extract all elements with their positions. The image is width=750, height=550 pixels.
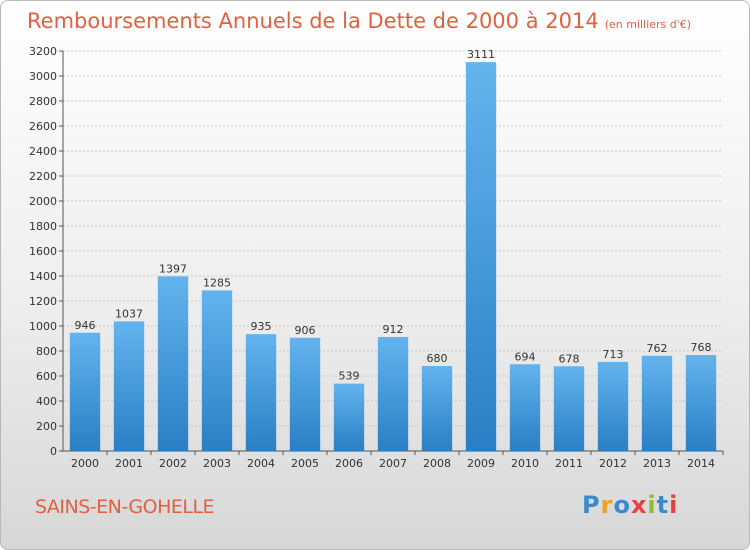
bar xyxy=(685,355,717,451)
logo-letter: i xyxy=(647,491,657,519)
x-tick-label: 2011 xyxy=(555,457,583,470)
logo-letter: r xyxy=(600,491,614,519)
proxiti-logo: Proxiti xyxy=(582,491,678,519)
x-tick-label: 2007 xyxy=(379,457,407,470)
y-tick-label: 600 xyxy=(36,370,57,383)
bar-value-label: 680 xyxy=(427,352,448,365)
bar xyxy=(377,337,409,451)
bar xyxy=(201,290,233,451)
bar-value-label: 762 xyxy=(647,342,668,355)
bar-value-label: 1397 xyxy=(159,262,187,275)
y-tick-label: 1800 xyxy=(29,220,57,233)
bar xyxy=(333,383,365,451)
y-tick-label: 0 xyxy=(50,445,57,458)
bar xyxy=(421,366,453,451)
y-tick-label: 2400 xyxy=(29,145,57,158)
y-tick-label: 3000 xyxy=(29,70,57,83)
y-tick-label: 200 xyxy=(36,420,57,433)
x-tick-label: 2014 xyxy=(687,457,715,470)
bar-value-label: 539 xyxy=(339,370,360,383)
y-tick-label: 1400 xyxy=(29,270,57,283)
logo-letter: i xyxy=(669,491,679,519)
y-tick-label: 1600 xyxy=(29,245,57,258)
logo-letter: x xyxy=(630,491,648,519)
bar xyxy=(553,366,585,451)
chart-title: Remboursements Annuels de la Dette de 20… xyxy=(27,9,691,33)
bar-value-label: 678 xyxy=(559,352,580,365)
y-tick-label: 2200 xyxy=(29,170,57,183)
bar-value-label: 713 xyxy=(603,348,624,361)
x-tick-label: 2012 xyxy=(599,457,627,470)
bar-value-label: 1037 xyxy=(115,307,143,320)
x-tick-label: 2013 xyxy=(643,457,671,470)
city-name: SAINS-EN-GOHELLE xyxy=(35,496,215,518)
bar xyxy=(465,62,497,451)
bar-value-label: 1285 xyxy=(203,276,231,289)
x-tick-label: 2003 xyxy=(203,457,231,470)
bar-value-label: 906 xyxy=(295,324,316,337)
y-tick-label: 3200 xyxy=(29,45,57,58)
bar-value-label: 935 xyxy=(251,320,272,333)
x-tick-label: 2010 xyxy=(511,457,539,470)
y-tick-label: 400 xyxy=(36,395,57,408)
x-tick-label: 2006 xyxy=(335,457,363,470)
bar xyxy=(597,361,629,451)
y-tick-label: 1000 xyxy=(29,320,57,333)
unit-label: (en milliers d'€) xyxy=(604,18,691,31)
bar xyxy=(245,334,277,451)
x-tick-label: 2005 xyxy=(291,457,319,470)
logo-letter: P xyxy=(582,491,601,519)
y-tick-label: 800 xyxy=(36,345,57,358)
x-tick-label: 2004 xyxy=(247,457,275,470)
logo-letter: t xyxy=(656,491,670,519)
bar xyxy=(289,337,321,451)
y-tick-label: 2800 xyxy=(29,95,57,108)
bar xyxy=(113,321,145,451)
bar xyxy=(509,364,541,451)
x-tick-label: 2008 xyxy=(423,457,451,470)
y-tick-label: 2600 xyxy=(29,120,57,133)
bar xyxy=(641,355,673,451)
x-tick-label: 2009 xyxy=(467,457,495,470)
bar xyxy=(69,332,101,451)
bar-value-label: 768 xyxy=(691,341,712,354)
x-tick-label: 2001 xyxy=(115,457,143,470)
bar-value-label: 912 xyxy=(383,323,404,336)
x-tick-label: 2000 xyxy=(71,457,99,470)
bar-value-label: 3111 xyxy=(467,48,495,61)
y-tick-label: 1200 xyxy=(29,295,57,308)
bar-value-label: 946 xyxy=(75,319,96,332)
bar-value-label: 694 xyxy=(515,350,536,363)
title-text: Remboursements Annuels de la Dette de 20… xyxy=(27,9,599,33)
bar xyxy=(157,276,189,451)
logo-letter: o xyxy=(613,491,631,519)
x-tick-label: 2002 xyxy=(159,457,187,470)
y-tick-label: 2000 xyxy=(29,195,57,208)
